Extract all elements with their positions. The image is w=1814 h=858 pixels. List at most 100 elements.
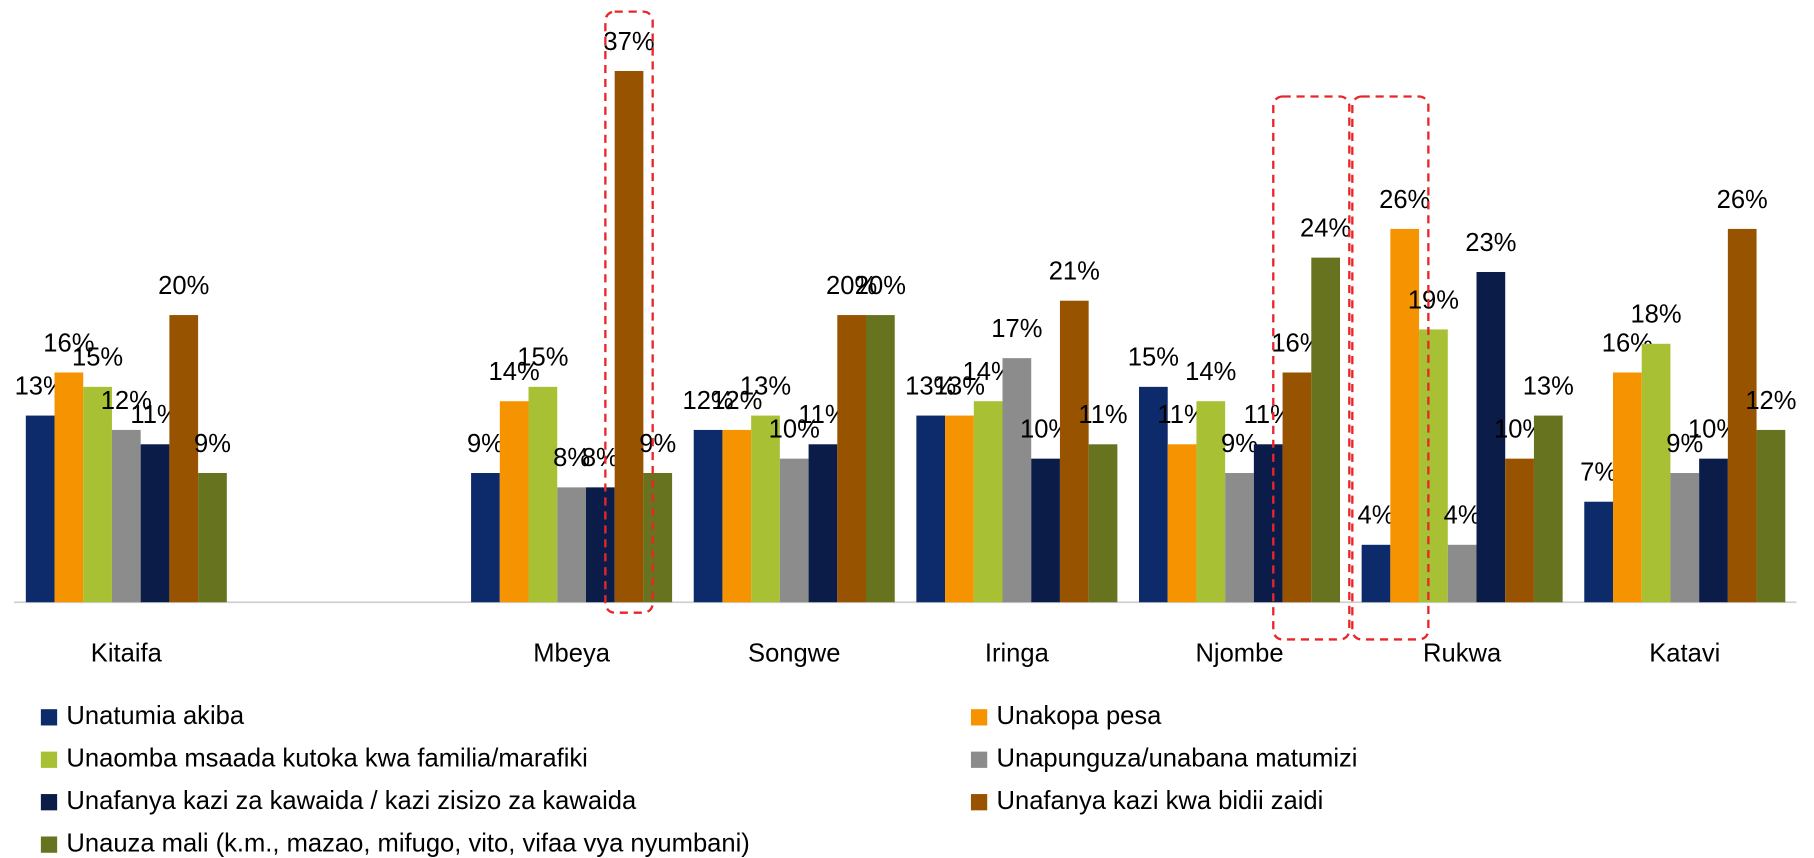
data-label: 13% (905, 372, 956, 400)
data-label: 16% (43, 329, 94, 357)
bar (528, 386, 558, 603)
data-label: 20% (826, 272, 877, 300)
data-label: 11% (1078, 401, 1127, 429)
data-label: 24% (1300, 214, 1351, 242)
data-label: 8% (553, 444, 590, 472)
bar (643, 473, 673, 603)
data-label: 14% (489, 358, 540, 386)
legend-swatch (970, 709, 988, 726)
bar (1533, 415, 1563, 603)
bar (1031, 458, 1060, 603)
bar (722, 429, 752, 603)
data-label: 19% (1408, 286, 1459, 314)
bar (1390, 228, 1420, 603)
bar (973, 401, 1003, 603)
data-label: 14% (1185, 358, 1236, 386)
data-label: 9% (1666, 430, 1703, 458)
data-label: 9% (194, 430, 231, 458)
bar (1225, 473, 1254, 603)
bar (1196, 401, 1226, 603)
bar (585, 487, 615, 603)
bar (499, 401, 529, 603)
legend-label: Unapunguza/unabana matumizi (997, 745, 1358, 773)
data-label: 4% (1358, 502, 1395, 530)
data-label: 23% (1465, 229, 1516, 257)
data-label: 13% (1523, 372, 1574, 400)
bar (1447, 544, 1477, 603)
bar (1311, 257, 1341, 603)
bar (945, 415, 974, 603)
data-label: 12% (1745, 387, 1796, 415)
bar (1282, 372, 1312, 603)
x-tick-label: Kitaifa (91, 639, 163, 667)
bar (198, 473, 227, 603)
bar (471, 473, 500, 603)
bar (1361, 544, 1391, 603)
data-label: 12% (101, 387, 152, 415)
bar (1699, 458, 1728, 603)
bar (1088, 444, 1118, 603)
bar (1727, 228, 1757, 603)
data-label: 4% (1444, 502, 1481, 530)
legend-label: Unaomba msaada kutoka kwa familia/marafi… (66, 745, 587, 773)
bar (1253, 444, 1283, 603)
data-label: 12% (682, 387, 733, 415)
data-label: 15% (517, 344, 568, 372)
data-label: 20% (855, 272, 906, 300)
x-tick-label: Mbeya (533, 639, 611, 667)
data-label: 9% (639, 430, 676, 458)
legend-swatch (970, 794, 988, 811)
data-label: 13% (740, 372, 791, 400)
bar (1670, 473, 1700, 603)
bar (1612, 372, 1642, 603)
bar (751, 415, 780, 603)
data-label: 26% (1379, 186, 1430, 214)
data-label: 15% (72, 344, 123, 372)
legend-label: Unauza mali (k.m., mazao, mifugo, vito, … (66, 829, 749, 857)
x-tick-label: Katavi (1649, 639, 1720, 667)
bar (779, 458, 809, 603)
bar (1584, 501, 1613, 603)
data-label: 13% (934, 372, 985, 400)
legend-label: Unatumia akiba (66, 702, 244, 730)
x-tick-label: Songwe (748, 639, 840, 667)
bar (614, 70, 644, 603)
data-label: 8% (582, 444, 619, 472)
data-label: 26% (1717, 186, 1768, 214)
bar (54, 372, 84, 603)
bar (916, 415, 946, 603)
bar (1419, 329, 1448, 603)
bar (1002, 358, 1032, 603)
x-tick-label: Rukwa (1423, 639, 1502, 667)
data-label: 7% (1580, 459, 1617, 487)
bar (1167, 444, 1197, 603)
bar (169, 315, 199, 603)
bar (83, 386, 112, 603)
data-label: 9% (1221, 430, 1258, 458)
bar (25, 415, 55, 603)
bar (837, 315, 867, 603)
legend-swatch (970, 751, 988, 768)
bar (557, 487, 586, 603)
legend-swatch (40, 709, 58, 726)
bar (693, 429, 723, 603)
data-label: 18% (1630, 301, 1681, 329)
data-label: 10% (769, 415, 820, 443)
highlight-box (1272, 95, 1351, 641)
bar (1641, 343, 1671, 603)
bar (1756, 429, 1786, 603)
data-label: 9% (467, 430, 504, 458)
highlight-box (1351, 95, 1430, 641)
data-label: 12% (711, 387, 762, 415)
data-label: 15% (1128, 344, 1179, 372)
legend-swatch (40, 836, 58, 853)
data-label: 17% (991, 315, 1042, 343)
x-tick-label: Iringa (985, 639, 1050, 667)
bar (1138, 386, 1168, 603)
x-tick-label: Njombe (1195, 639, 1283, 667)
legend-label: Unafanya kazi za kawaida / kazi zisizo z… (66, 787, 637, 815)
legend-swatch (40, 794, 58, 811)
bar (808, 444, 838, 603)
bar (140, 444, 170, 603)
